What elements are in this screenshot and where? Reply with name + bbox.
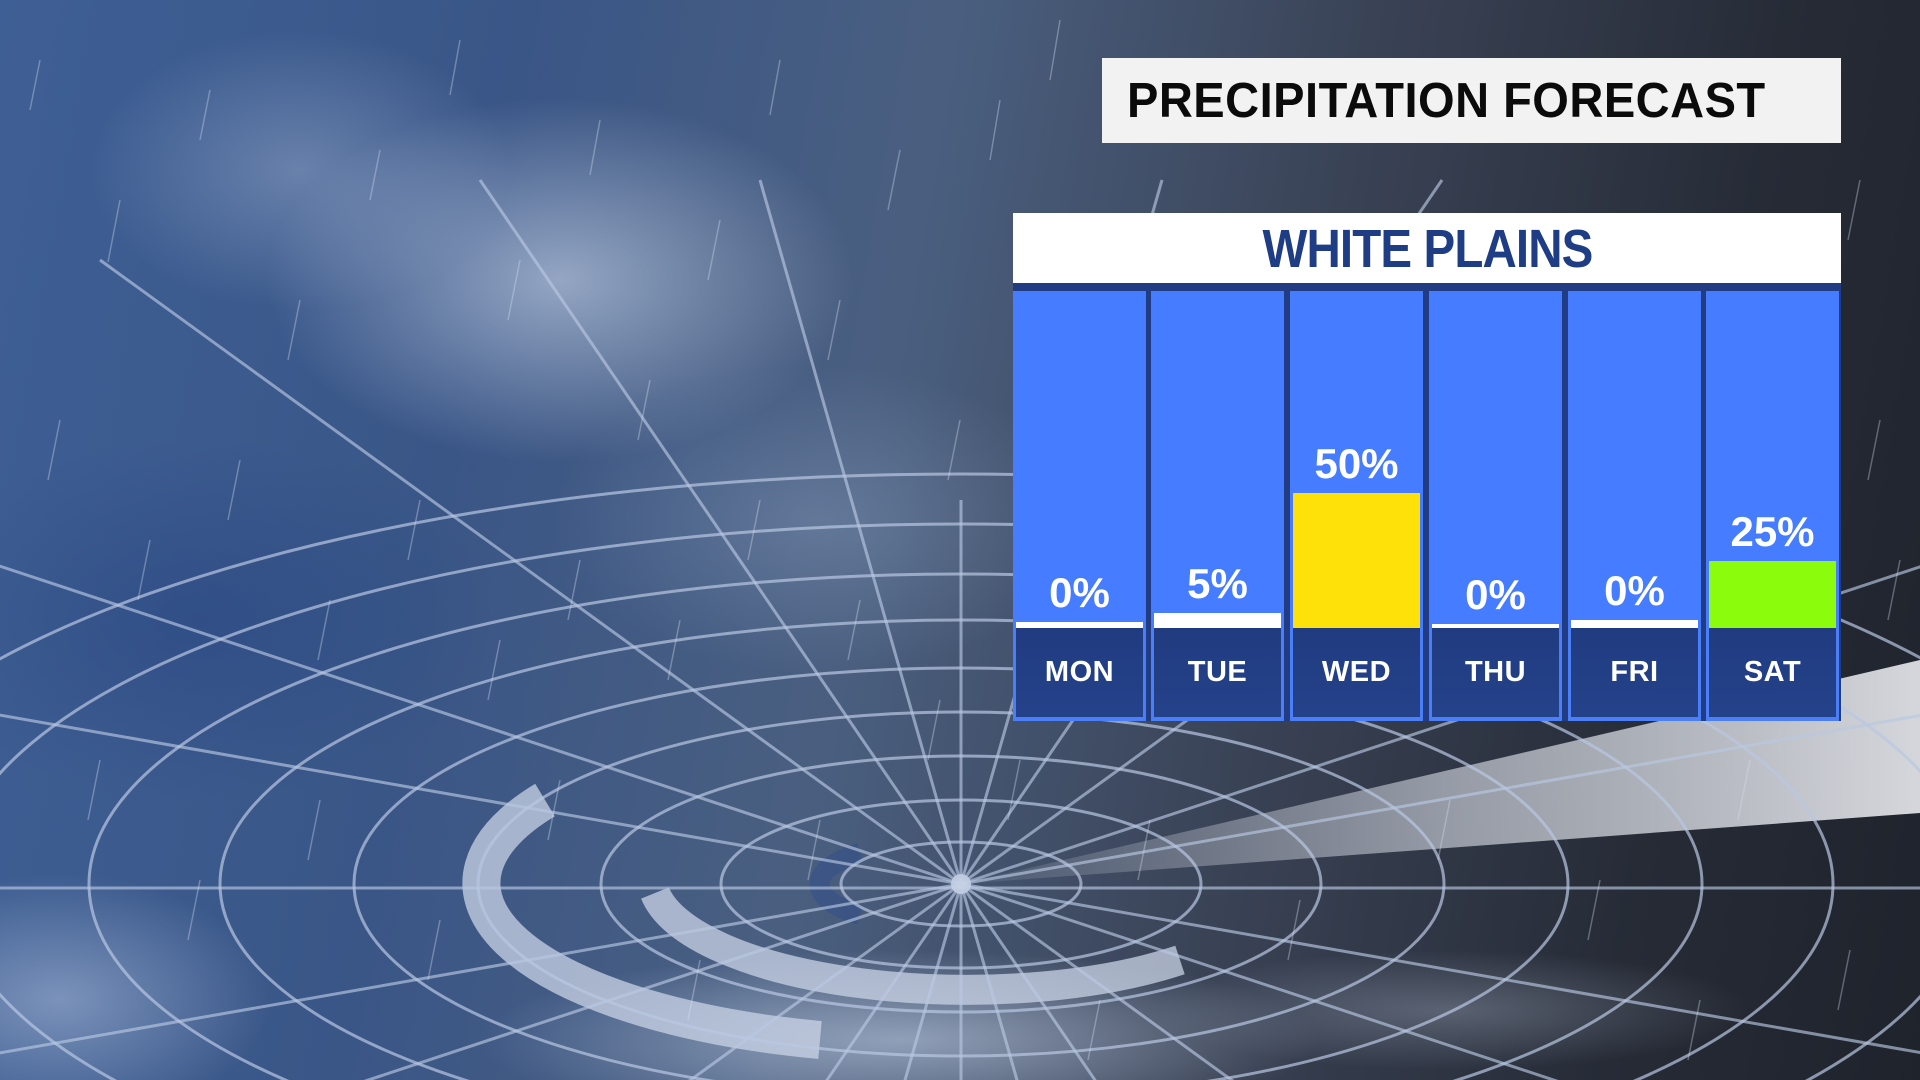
percent-label: 0%	[1049, 569, 1110, 616]
percent-label: 50%	[1314, 440, 1399, 487]
day-label: FRI	[1610, 656, 1659, 688]
day-label: THU	[1464, 656, 1527, 688]
day-cell: WED	[1293, 628, 1420, 717]
day-cell: TUE	[1154, 628, 1281, 717]
day-cell: THU	[1432, 628, 1559, 717]
bar-area: 0%	[1429, 291, 1562, 628]
percent-label: 5%	[1187, 560, 1248, 607]
day-column-mon: 0% MON	[1013, 291, 1146, 721]
location-name: WHITE PLAINS	[1262, 219, 1593, 279]
precip-bar	[1293, 493, 1420, 628]
day-column-tue: 5% TUE	[1151, 291, 1284, 721]
bar-area: 25%	[1706, 291, 1839, 628]
forecast-panel: WHITE PLAINS 0% MON 5% TUE 50% WED 0%	[1013, 213, 1841, 721]
day-label: MON	[1044, 656, 1115, 688]
day-label: SAT	[1743, 656, 1802, 688]
day-column-thu: 0% THU	[1429, 291, 1562, 721]
day-label: TUE	[1187, 656, 1248, 688]
day-cell: SAT	[1709, 628, 1836, 717]
day-cell: FRI	[1571, 628, 1698, 717]
rain-streaks	[29, 19, 1901, 1061]
day-label: WED	[1321, 656, 1392, 688]
location-header: WHITE PLAINS	[1013, 213, 1841, 283]
percent-label: 25%	[1730, 507, 1815, 555]
day-cell: MON	[1016, 628, 1143, 717]
bar-area: 0%	[1013, 291, 1146, 628]
day-column-wed: 50% WED	[1290, 291, 1423, 721]
bar-area: 50%	[1290, 291, 1423, 628]
page-title: PRECIPITATION FORECAST	[1127, 73, 1766, 128]
percent-label: 0%	[1465, 571, 1526, 618]
precip-bar	[1154, 613, 1281, 628]
bar-area: 0%	[1568, 291, 1701, 628]
title-banner: PRECIPITATION FORECAST	[1102, 58, 1841, 143]
precip-bar	[1571, 620, 1698, 628]
day-column-sat: 25% SAT	[1706, 291, 1839, 721]
precip-bar	[1709, 560, 1836, 628]
bar-area: 5%	[1151, 291, 1284, 628]
day-column-fri: 0% FRI	[1568, 291, 1701, 721]
precip-bar	[1016, 622, 1143, 628]
percent-label: 0%	[1604, 567, 1665, 614]
precip-bar	[1432, 624, 1559, 628]
